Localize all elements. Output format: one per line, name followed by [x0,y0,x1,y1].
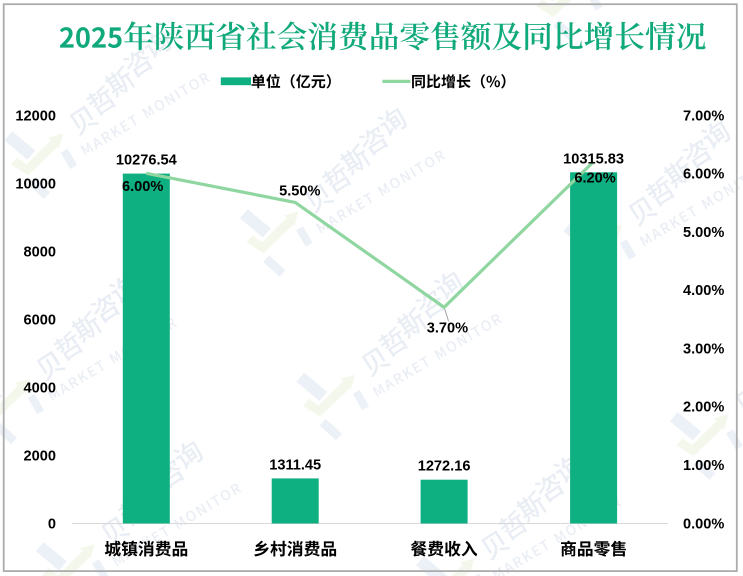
svg-text:3.00%: 3.00% [683,341,724,357]
svg-text:5.50%: 5.50% [279,184,320,200]
svg-text:6.00%: 6.00% [122,179,163,195]
svg-text:6000: 6000 [24,312,56,328]
svg-text:0.00%: 0.00% [683,516,724,532]
svg-text:2000: 2000 [24,448,56,464]
svg-text:12000: 12000 [15,108,56,124]
svg-text:10315.83: 10315.83 [563,151,624,167]
svg-text:7.00%: 7.00% [683,108,724,124]
svg-text:1.00%: 1.00% [683,458,724,474]
svg-text:4.00%: 4.00% [683,283,724,299]
svg-text:1311.45: 1311.45 [269,457,321,473]
svg-text:8000: 8000 [24,244,56,260]
svg-text:3.70%: 3.70% [427,321,468,337]
svg-text:1272.16: 1272.16 [418,459,471,475]
svg-text:4000: 4000 [24,380,56,396]
svg-text:10276.54: 10276.54 [116,153,178,169]
svg-text:6.00%: 6.00% [683,167,724,183]
svg-text:0: 0 [48,516,56,532]
svg-text:2.00%: 2.00% [683,400,724,416]
svg-text:10000: 10000 [15,176,56,192]
svg-text:6.20%: 6.20% [574,170,615,186]
svg-text:5.00%: 5.00% [683,225,724,241]
